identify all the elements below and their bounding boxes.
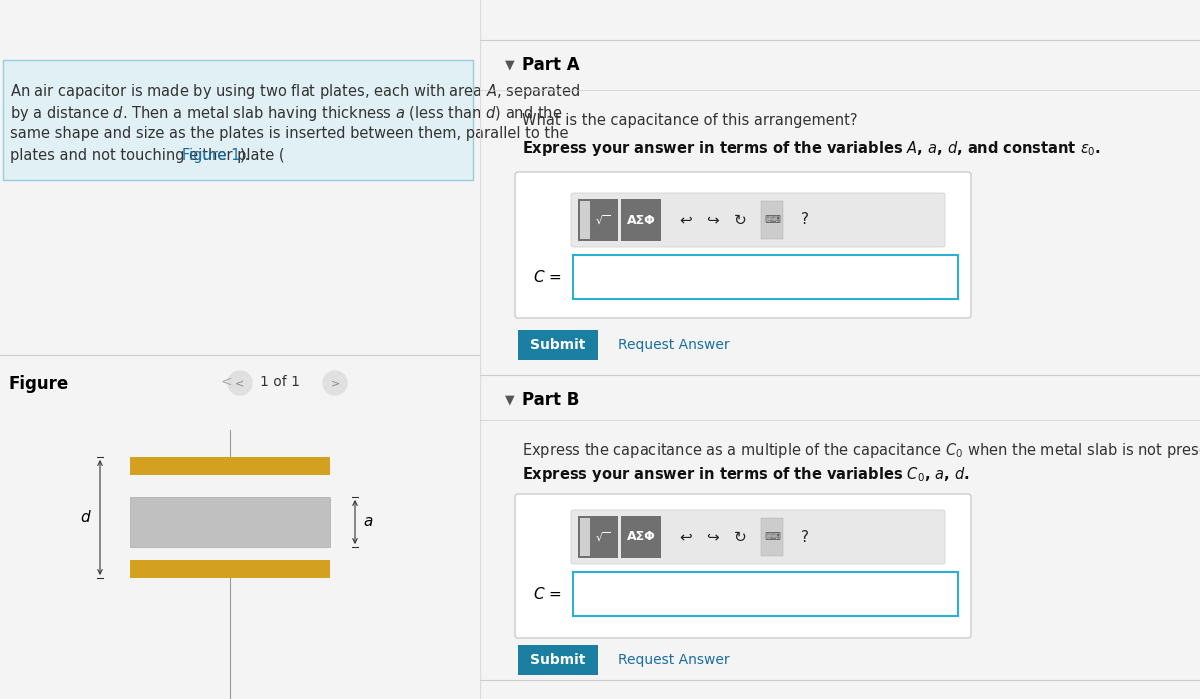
Text: What is the capacitance of this arrangement?: What is the capacitance of this arrangem… <box>522 113 858 127</box>
FancyBboxPatch shape <box>571 193 946 247</box>
Text: Part B: Part B <box>522 391 580 409</box>
Text: $\sqrt{\ }$: $\sqrt{\ }$ <box>595 531 611 544</box>
Text: ↩: ↩ <box>679 212 691 227</box>
FancyBboxPatch shape <box>2 60 473 180</box>
Text: Figure: Figure <box>8 375 68 393</box>
Text: $\sqrt{\ }$: $\sqrt{\ }$ <box>595 213 611 226</box>
Text: <: < <box>220 375 232 389</box>
FancyBboxPatch shape <box>518 330 598 360</box>
Text: same shape and size as the plates is inserted between them, parallel to the: same shape and size as the plates is ins… <box>10 126 569 141</box>
Text: ?: ? <box>802 212 809 227</box>
Text: $a$: $a$ <box>364 514 373 530</box>
Text: ▼: ▼ <box>505 59 515 71</box>
Text: >: > <box>330 378 340 388</box>
Text: ↻: ↻ <box>734 530 746 545</box>
Text: Part A: Part A <box>522 56 580 74</box>
Text: ΑΣΦ: ΑΣΦ <box>626 213 655 226</box>
Text: $C$ =: $C$ = <box>533 586 562 602</box>
Text: ).: ). <box>240 148 251 163</box>
Text: Request Answer: Request Answer <box>618 338 730 352</box>
Text: $C$ =: $C$ = <box>533 269 562 285</box>
Bar <box>130 497 330 547</box>
Text: ⌨: ⌨ <box>764 215 780 225</box>
FancyBboxPatch shape <box>580 518 590 556</box>
Text: ▼: ▼ <box>505 394 515 407</box>
FancyBboxPatch shape <box>761 201 784 239</box>
Text: ?: ? <box>802 530 809 545</box>
Text: ⌨: ⌨ <box>764 532 780 542</box>
Text: Figure 1: Figure 1 <box>182 148 240 163</box>
FancyBboxPatch shape <box>518 645 598 675</box>
FancyBboxPatch shape <box>574 255 958 299</box>
Text: ↻: ↻ <box>734 212 746 227</box>
Text: Express your answer in terms of the variables $C_0$, $\mathit{a}$, $\mathit{d}$.: Express your answer in terms of the vari… <box>522 466 970 484</box>
Bar <box>130 457 330 475</box>
FancyBboxPatch shape <box>515 494 971 638</box>
Circle shape <box>323 371 347 395</box>
FancyBboxPatch shape <box>574 572 958 616</box>
Text: ↩: ↩ <box>679 530 691 545</box>
Text: $d$: $d$ <box>80 510 92 526</box>
Text: 1 of 1: 1 of 1 <box>260 375 300 389</box>
FancyBboxPatch shape <box>761 518 784 556</box>
FancyBboxPatch shape <box>571 510 946 564</box>
FancyBboxPatch shape <box>515 172 971 318</box>
Text: ΑΣΦ: ΑΣΦ <box>626 531 655 544</box>
Text: ↪: ↪ <box>706 212 719 227</box>
Text: by a distance $\mathit{d}$. Then a metal slab having thickness $\mathit{a}$ (les: by a distance $\mathit{d}$. Then a metal… <box>10 104 563 123</box>
Text: Request Answer: Request Answer <box>618 653 730 667</box>
Text: <: < <box>235 378 245 388</box>
FancyBboxPatch shape <box>622 516 661 558</box>
FancyBboxPatch shape <box>580 201 590 239</box>
Text: Express your answer in terms of the variables $\mathit{A}$, $\mathit{a}$, $\math: Express your answer in terms of the vari… <box>522 138 1102 157</box>
Circle shape <box>228 371 252 395</box>
Bar <box>130 560 330 578</box>
FancyBboxPatch shape <box>578 199 618 241</box>
FancyBboxPatch shape <box>622 199 661 241</box>
FancyBboxPatch shape <box>578 516 618 558</box>
Text: Submit: Submit <box>530 338 586 352</box>
Text: ↪: ↪ <box>706 530 719 545</box>
Text: Submit: Submit <box>530 653 586 667</box>
Text: An air capacitor is made by using two flat plates, each with area $\mathit{A}$, : An air capacitor is made by using two fl… <box>10 82 581 101</box>
Text: plates and not touching either plate (: plates and not touching either plate ( <box>10 148 284 163</box>
Text: Express the capacitance as a multiple of the capacitance $C_0$ when the metal sl: Express the capacitance as a multiple of… <box>522 440 1200 459</box>
